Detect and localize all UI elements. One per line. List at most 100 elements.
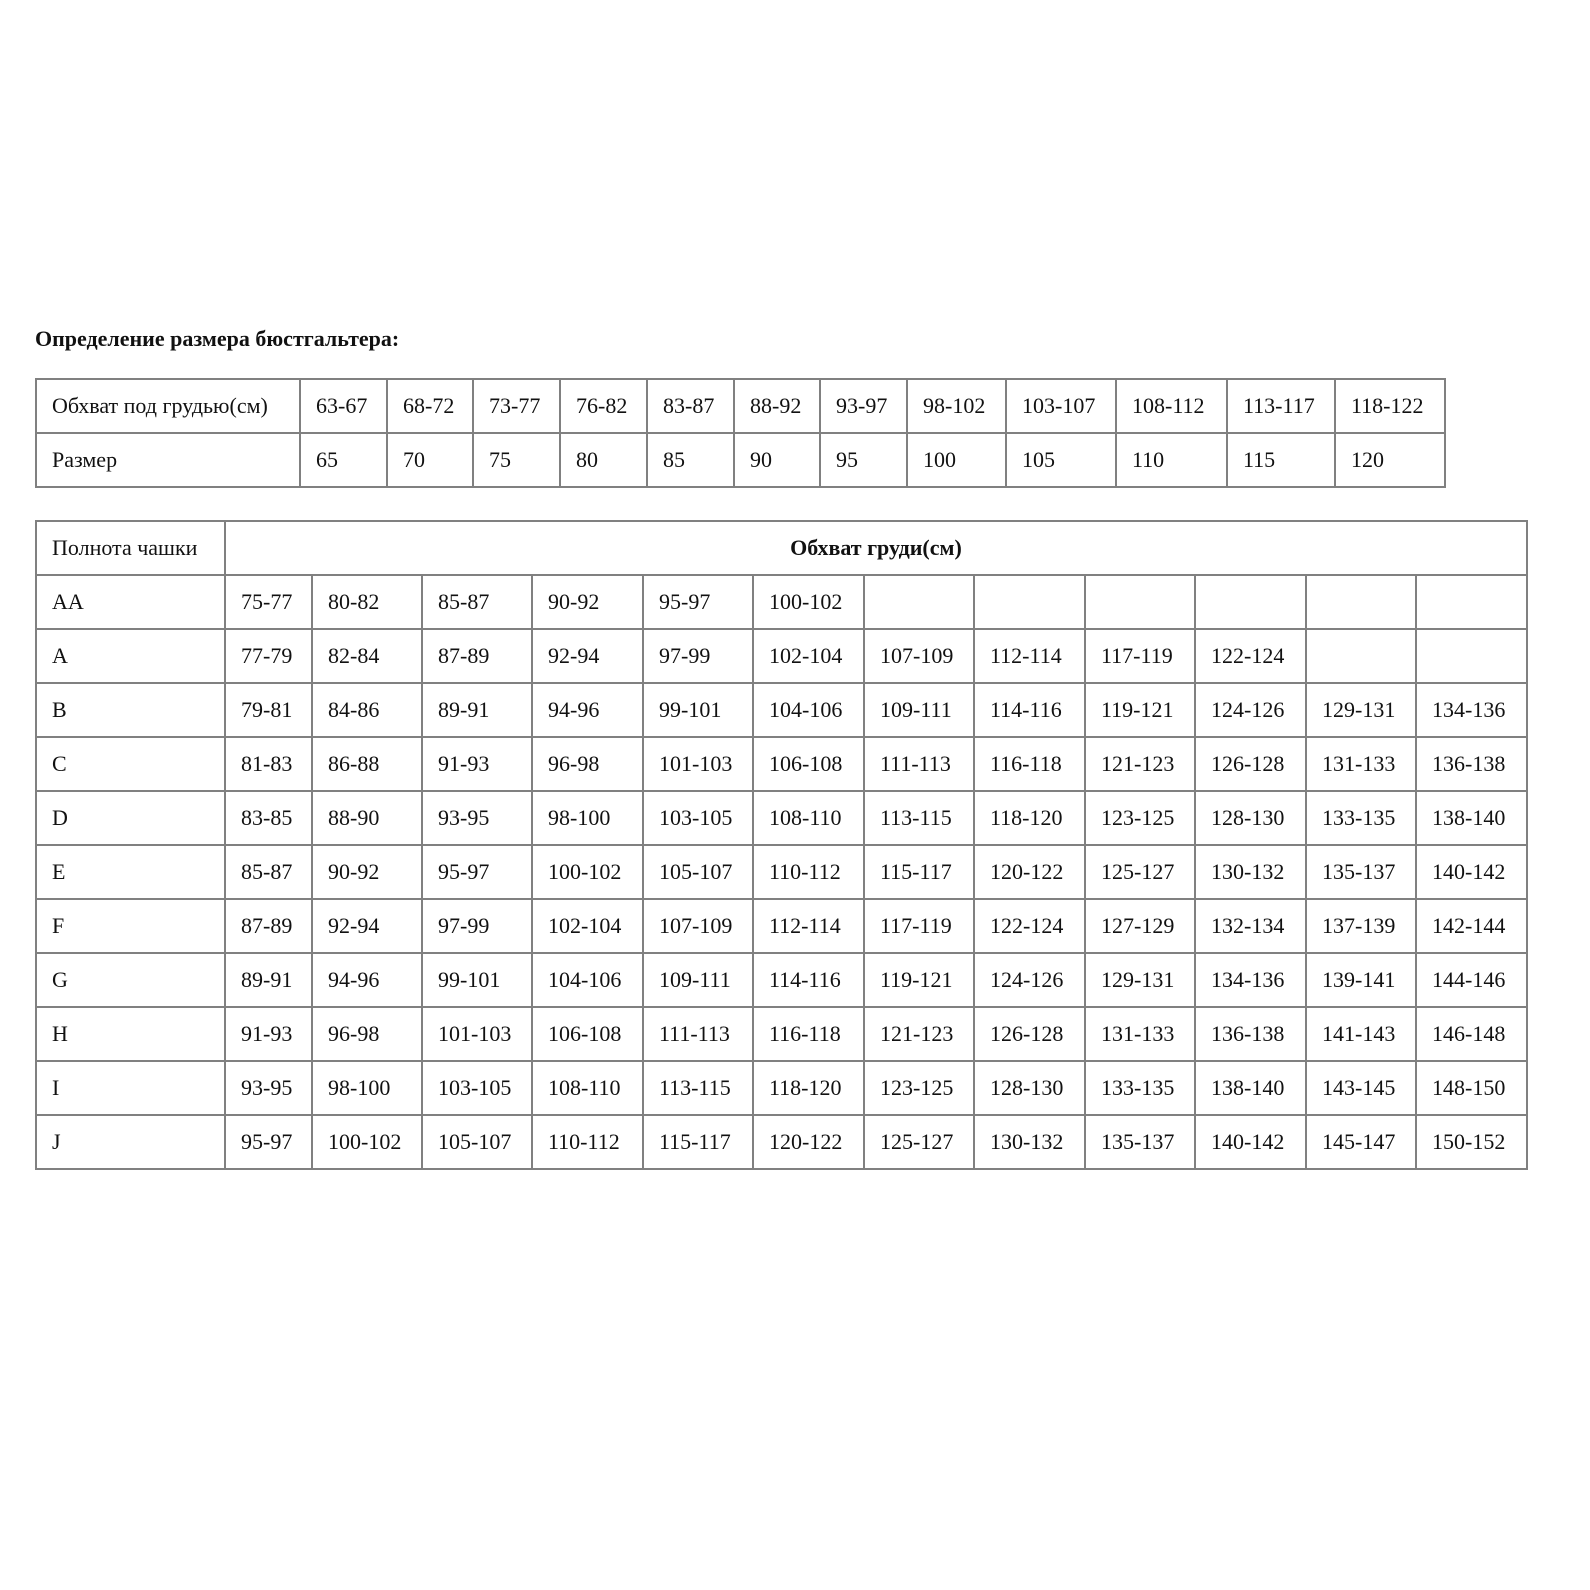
table-cell: 105	[1005, 432, 1117, 488]
table-cell: 100-102	[531, 844, 644, 900]
table-cell: 108-112	[1115, 378, 1228, 434]
table-cell: 88-92	[733, 378, 821, 434]
cup-label: G	[35, 952, 226, 1008]
table-cell: 126-128	[973, 1006, 1086, 1062]
row-label: Размер	[35, 432, 301, 488]
table-row: A 77-79 82-84 87-89 92-94 97-99 102-104 107-109…	[35, 628, 1528, 684]
table-cell: 100	[906, 432, 1007, 488]
table-cell: 118-120	[752, 1060, 865, 1116]
table-cell	[1415, 628, 1528, 684]
table-cell: 63-67	[299, 378, 388, 434]
table-cell: 143-145	[1305, 1060, 1417, 1116]
cup-label: AA	[35, 574, 226, 630]
cup-size-table: Полнота чашки Обхват груди(см) AA 75-77 80…	[35, 520, 1528, 1170]
table-cell: 128-130	[973, 1060, 1086, 1116]
table-row: B 79-81 84-86 89-91 94-96 99-101 104-106 109-11…	[35, 682, 1528, 738]
table-cell: 144-146	[1415, 952, 1528, 1008]
table-cell: 140-142	[1415, 844, 1528, 900]
table-cell: 79-81	[224, 682, 313, 738]
table-cell	[1415, 574, 1528, 630]
table-cell: 115	[1226, 432, 1336, 488]
table-cell: 136-138	[1415, 736, 1528, 792]
table-cell: 115-117	[642, 1114, 754, 1170]
cup-label: C	[35, 736, 226, 792]
table-cell: 115-117	[863, 844, 975, 900]
table-cell: 133-135	[1084, 1060, 1196, 1116]
cup-label: I	[35, 1060, 226, 1116]
table-cell: 94-96	[531, 682, 644, 738]
cup-label: A	[35, 628, 226, 684]
table-row: Обхват под грудью(см) 63-67 68-72 73-77 76-8…	[35, 378, 1446, 434]
table-cell: 65	[299, 432, 388, 488]
table-cell: 88-90	[311, 790, 423, 846]
table-row: G 89-91 94-96 99-101 104-106 109-111 114-116 11…	[35, 952, 1528, 1008]
table-cell	[1084, 574, 1196, 630]
band-size-table: Обхват под грудью(см) 63-67 68-72 73-77 76-8…	[35, 378, 1446, 488]
table-cell: 136-138	[1194, 1006, 1307, 1062]
table-cell: 98-102	[906, 378, 1007, 434]
table-cell: 96-98	[311, 1006, 423, 1062]
table-cell: 110-112	[531, 1114, 644, 1170]
table-cell: 120-122	[973, 844, 1086, 900]
table-cell: 91-93	[421, 736, 533, 792]
table-cell	[1305, 628, 1417, 684]
table-cell: 89-91	[421, 682, 533, 738]
table-cell: 99-101	[642, 682, 754, 738]
table-cell: 131-133	[1084, 1006, 1196, 1062]
table-cell: 108-110	[752, 790, 865, 846]
table-cell: 95	[819, 432, 908, 488]
table-row: C 81-83 86-88 91-93 96-98 101-103 106-108 111-1…	[35, 736, 1528, 792]
table-cell: 150-152	[1415, 1114, 1528, 1170]
table-cell: 93-97	[819, 378, 908, 434]
table-cell: 85-87	[224, 844, 313, 900]
table-cell: 142-144	[1415, 898, 1528, 954]
table-cell: 92-94	[311, 898, 423, 954]
table-row: F 87-89 92-94 97-99 102-104 107-109 112-114 117…	[35, 898, 1528, 954]
table-cell: 114-116	[752, 952, 865, 1008]
table-cell	[973, 574, 1086, 630]
table-cell: 125-127	[863, 1114, 975, 1170]
table-row: H 91-93 96-98 101-103 106-108 111-113 116-118 1…	[35, 1006, 1528, 1062]
cup-label: D	[35, 790, 226, 846]
table-cell: 104-106	[531, 952, 644, 1008]
table-cell: 139-141	[1305, 952, 1417, 1008]
table-cell: 138-140	[1415, 790, 1528, 846]
cup-label: J	[35, 1114, 226, 1170]
table-cell: 111-113	[863, 736, 975, 792]
table-cell: 116-118	[752, 1006, 865, 1062]
table-cell: 85-87	[421, 574, 533, 630]
table-row: D 83-85 88-90 93-95 98-100 103-105 108-110 113-…	[35, 790, 1528, 846]
table-cell: 90-92	[531, 574, 644, 630]
table-cell: 73-77	[472, 378, 561, 434]
table-cell: 127-129	[1084, 898, 1196, 954]
table-row: Размер 65 70 75 80 85 90 95 100 105 110 115 120	[35, 432, 1446, 488]
cup-label: H	[35, 1006, 226, 1062]
row-label: Обхват под грудью(см)	[35, 378, 301, 434]
table-cell: 86-88	[311, 736, 423, 792]
table-cell: 119-121	[863, 952, 975, 1008]
table-cell: 133-135	[1305, 790, 1417, 846]
table-cell: 120-122	[752, 1114, 865, 1170]
table-cell: 98-100	[311, 1060, 423, 1116]
table-cell: 96-98	[531, 736, 644, 792]
table-cell: 101-103	[421, 1006, 533, 1062]
table-cell: 91-93	[224, 1006, 313, 1062]
table-header-row: Полнота чашки Обхват груди(см)	[35, 520, 1528, 576]
table-cell: 121-123	[863, 1006, 975, 1062]
table-cell: 80	[559, 432, 648, 488]
table-cell: 87-89	[224, 898, 313, 954]
bust-header: Обхват груди(см)	[224, 520, 1528, 576]
table-cell: 77-79	[224, 628, 313, 684]
table-cell: 135-137	[1084, 1114, 1196, 1170]
table-cell: 134-136	[1415, 682, 1528, 738]
table-cell: 113-115	[642, 1060, 754, 1116]
table-cell: 101-103	[642, 736, 754, 792]
table-cell: 90-92	[311, 844, 423, 900]
table-cell: 112-114	[752, 898, 865, 954]
table-cell: 85	[646, 432, 735, 488]
table-cell: 95-97	[421, 844, 533, 900]
cup-label: F	[35, 898, 226, 954]
table-cell: 145-147	[1305, 1114, 1417, 1170]
table-cell: 118-120	[973, 790, 1086, 846]
table-cell: 109-111	[863, 682, 975, 738]
